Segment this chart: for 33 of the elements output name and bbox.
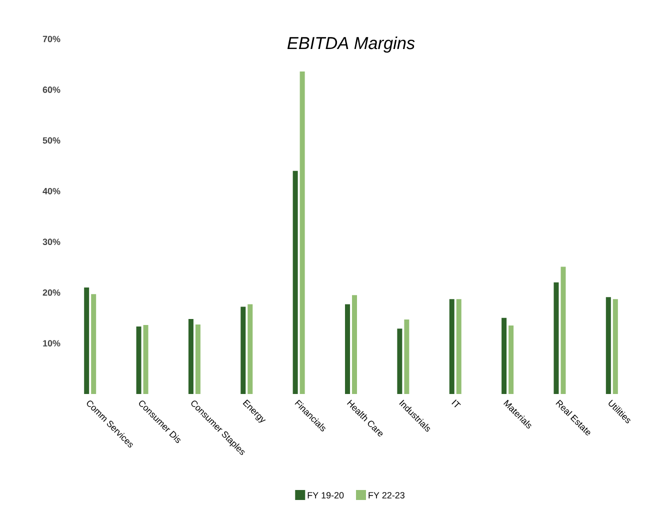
y-tick-label: 50% — [42, 137, 60, 144]
bar — [508, 326, 514, 394]
bar — [606, 297, 611, 394]
bar — [560, 266, 566, 394]
bar — [300, 71, 305, 394]
bar — [136, 326, 142, 394]
legend-label: FY 19-20 — [308, 492, 344, 498]
bar — [352, 295, 358, 394]
bar — [143, 325, 148, 394]
bar — [612, 299, 618, 394]
bar — [502, 318, 507, 394]
y-tick-label: 40% — [42, 188, 60, 194]
chart-title: EBITDA Margins — [287, 36, 415, 53]
y-tick-label: 10% — [43, 340, 60, 346]
bar — [456, 299, 462, 394]
bar — [404, 319, 410, 394]
bar — [292, 170, 298, 394]
bar — [248, 304, 253, 394]
y-tick-label: 20% — [42, 289, 60, 296]
bar — [84, 288, 90, 394]
y-tick-label: 30% — [42, 238, 60, 246]
y-tick-label: 70% — [42, 36, 60, 42]
bar — [188, 318, 194, 394]
bar — [240, 306, 246, 394]
bar — [91, 294, 96, 394]
bar — [195, 324, 200, 394]
legend-label: FY 22-23 — [368, 492, 404, 498]
bar — [345, 304, 350, 394]
y-tick-label: 60% — [42, 86, 60, 93]
bar — [449, 299, 454, 394]
bar — [397, 328, 402, 394]
x-tick-label: IT — [452, 400, 461, 408]
bar — [554, 282, 559, 394]
